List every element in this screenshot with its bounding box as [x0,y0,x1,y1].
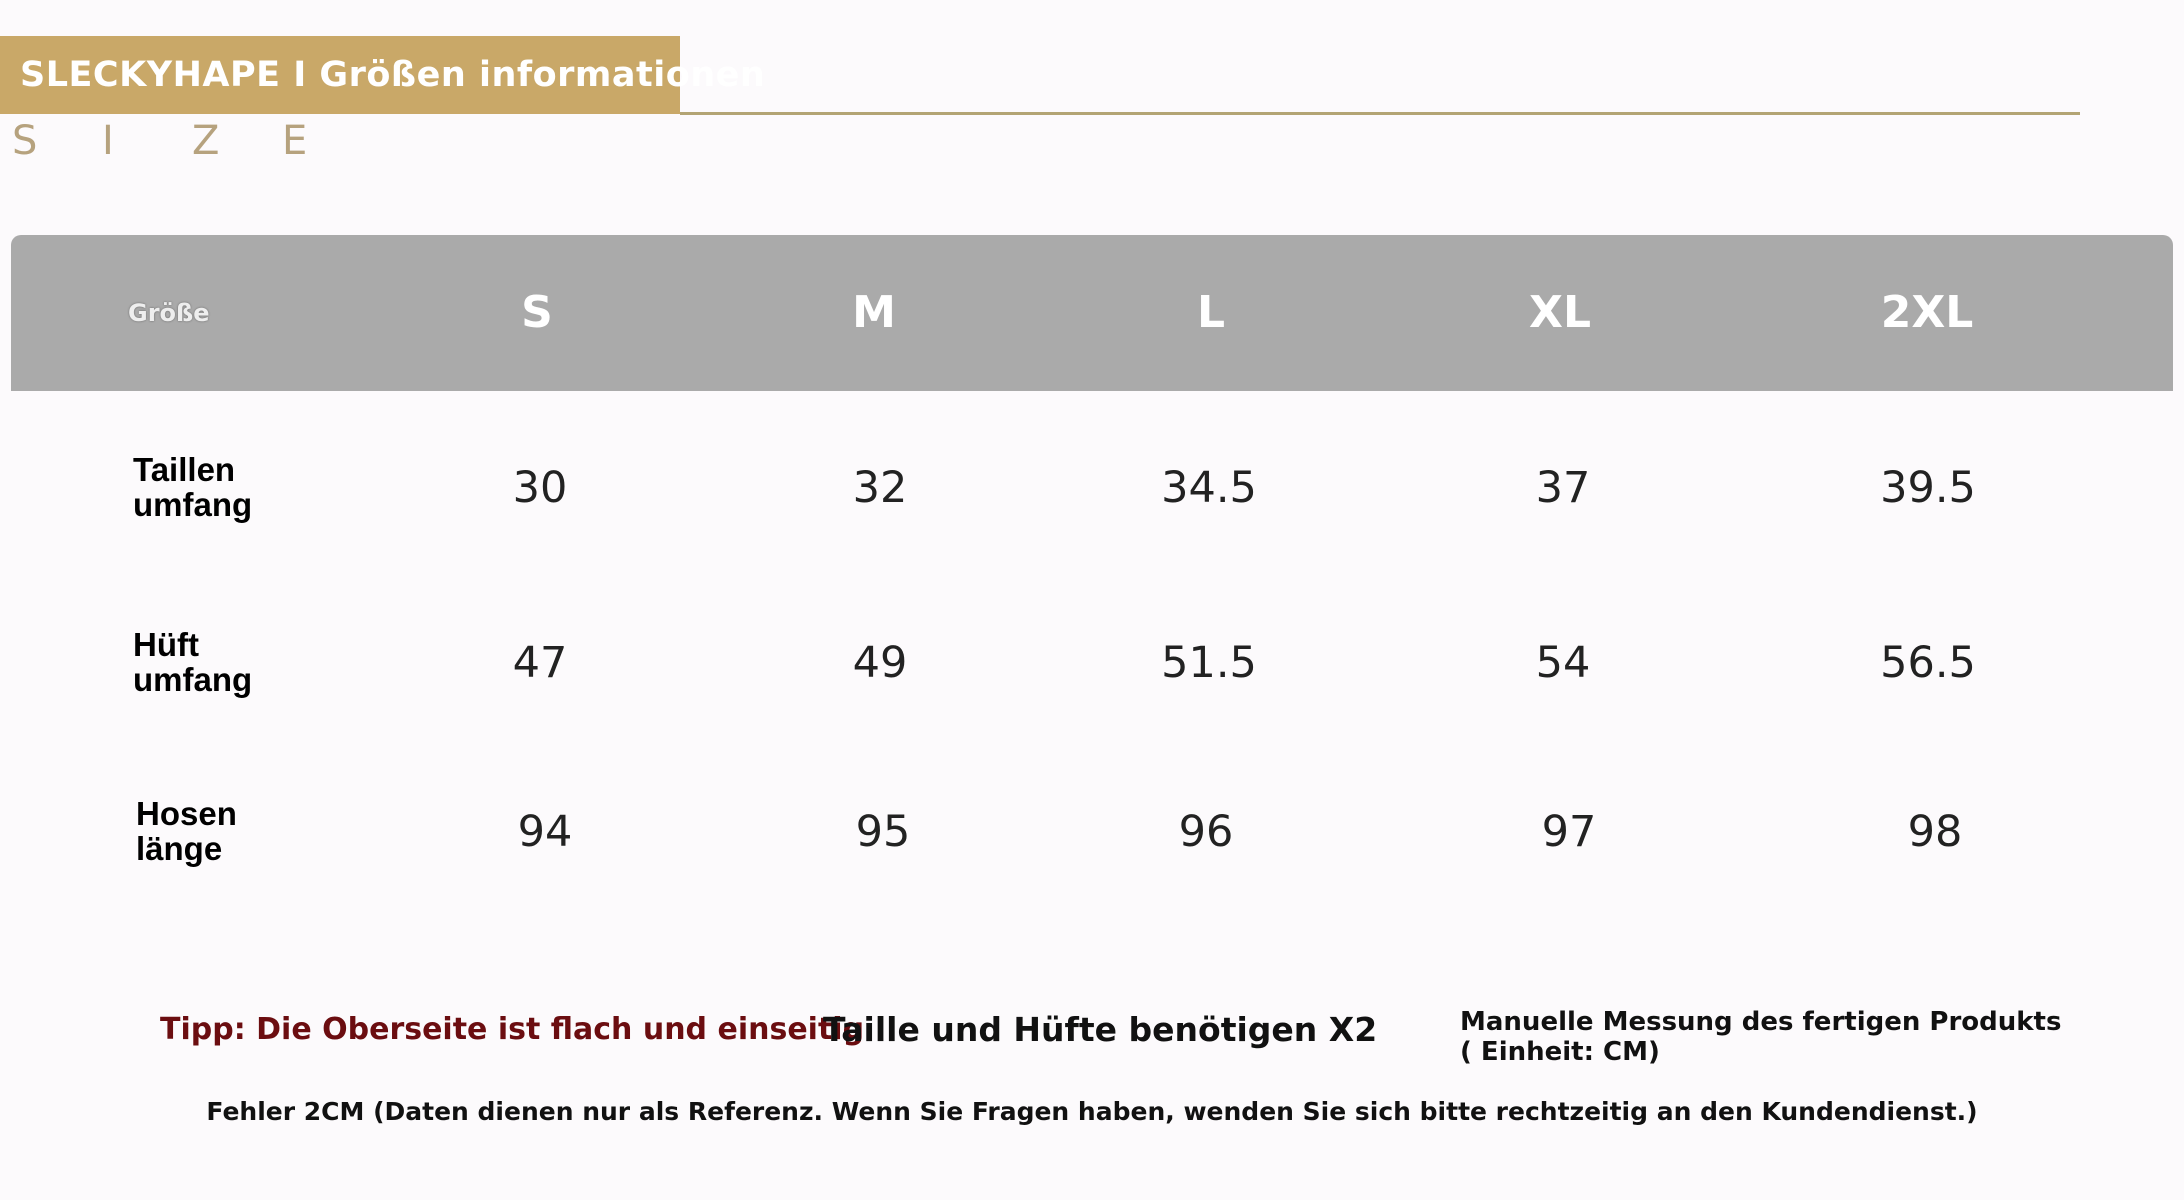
size-letter: Z [192,118,220,164]
header-size-m: M [852,287,896,338]
table-cell: 47 [512,638,568,688]
tip-note: Tipp: Die Oberseite ist flach und einsei… [160,1012,865,1047]
table-cell: 49 [852,638,908,688]
table-header: Größe S M L XL 2XL [11,235,2173,391]
header-size-2xl: 2XL [1880,287,1974,338]
table-cell: 98 [1907,807,1963,857]
title-banner: SLECKYHAPE I Größen informationen [0,36,765,114]
table-row-length: Hosen länge 94 95 96 97 98 [11,752,2173,912]
row-label-hip: Hüft umfang [133,583,393,743]
table-cell: 97 [1541,807,1597,857]
title-divider [680,112,2080,115]
row-label-line: Hosen [136,795,237,833]
table-cell: 39.5 [1880,463,1976,513]
table-cell: 96 [1178,807,1234,857]
table-cell: 37 [1535,463,1591,513]
table-cell: 94 [517,807,573,857]
row-label-line: umfang [133,486,253,523]
size-letter: S [12,118,38,164]
page-title: SLECKYHAPE I Größen informationen [20,55,766,95]
table-cell: 32 [852,463,908,513]
row-label-line: Hüft [133,626,199,664]
table-cell: 54 [1535,638,1591,688]
row-label-line: länge [136,830,223,867]
table-row-hip: Hüft umfang 47 49 51.5 54 56.5 [11,583,2173,743]
header-size-l: L [1196,287,1226,338]
row-label-line: Taillen [133,451,236,489]
table-cell: 95 [855,807,911,857]
size-table: Größe S M L XL 2XL Taillen umfang 30 32 … [11,235,2173,866]
manual-measurement-note: Manuelle Messung des fertigen Produkts (… [1460,1007,2062,1067]
error-disclaimer: Fehler 2CM (Daten dienen nur als Referen… [206,1097,1978,1126]
header-label-size: Größe [128,299,210,327]
table-cell: 51.5 [1161,638,1257,688]
table-cell: 56.5 [1880,638,1976,688]
table-row-waist: Taillen umfang 30 32 34.5 37 39.5 [11,408,2173,568]
row-label-line: umfang [133,661,253,698]
size-decoration: S I Z E [12,118,372,164]
header-size-xl: XL [1529,287,1591,338]
row-label-length: Hosen länge [136,752,396,912]
size-letter: E [282,118,308,164]
size-letter: I [102,118,114,164]
table-cell: 30 [512,463,568,513]
table-cell: 34.5 [1161,463,1257,513]
header-size-s: S [521,287,553,338]
x2-note: Taille und Hüfte benötigen X2 [823,1010,1378,1049]
row-label-waist: Taillen umfang [133,408,393,568]
